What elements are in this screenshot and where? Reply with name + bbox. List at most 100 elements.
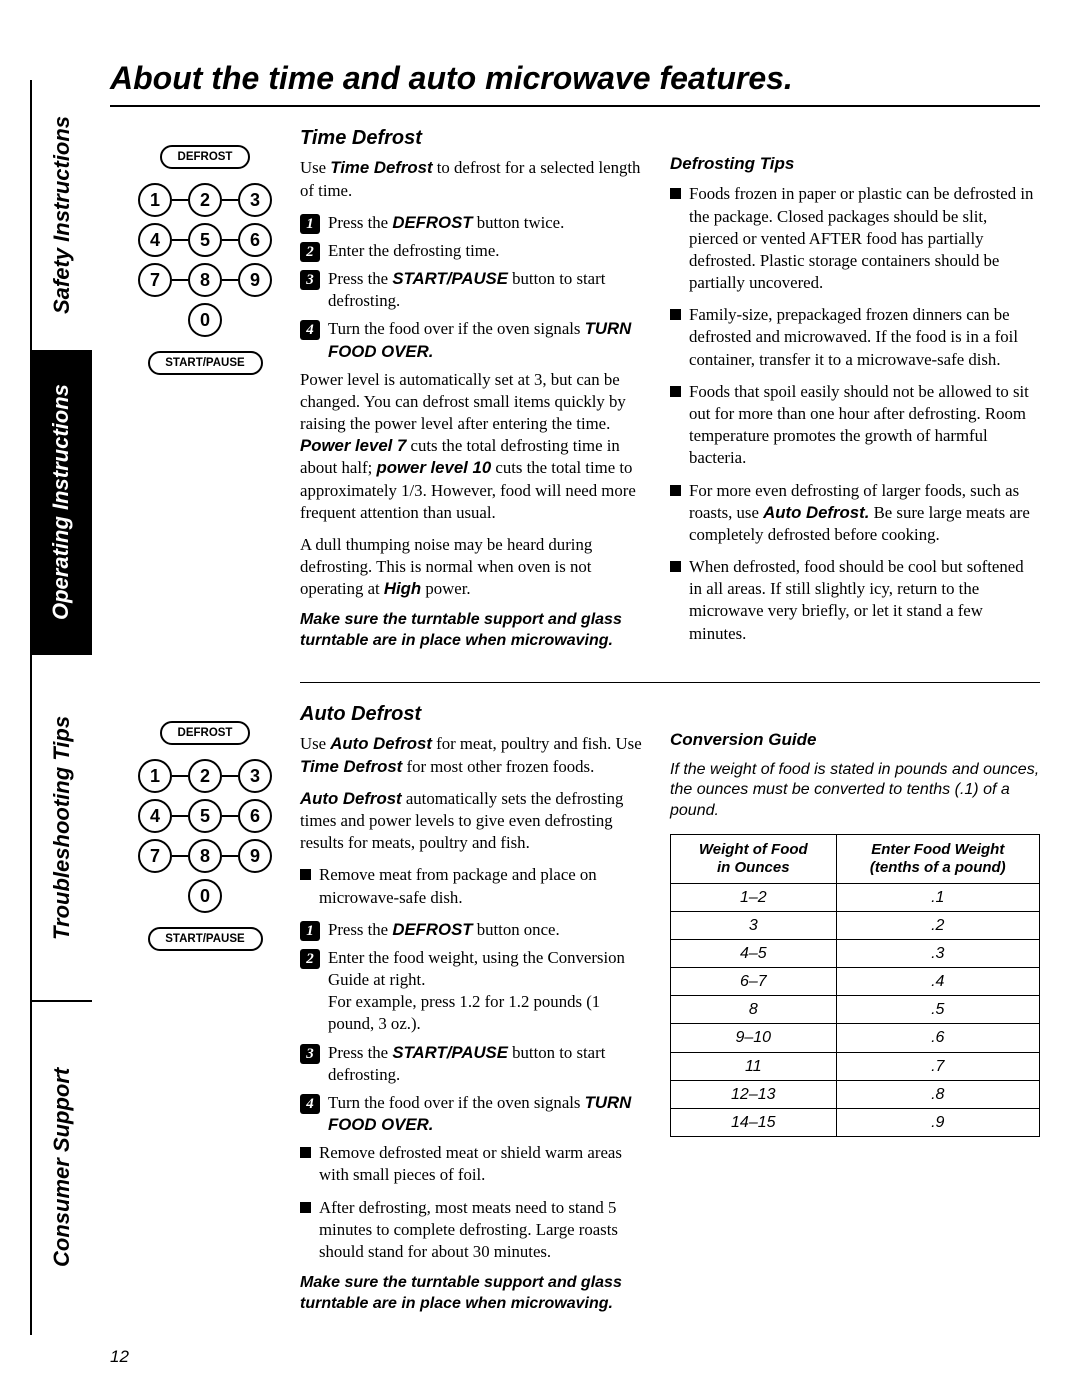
key-1: 1 [138,759,172,793]
bullet-icon [300,869,311,880]
key-4: 4 [138,799,172,833]
key-2: 2 [188,183,222,217]
step-num: 4 [300,320,320,340]
cell: 12–13 [671,1080,837,1108]
step-num: 4 [300,1094,320,1114]
step-num: 2 [300,242,320,262]
cell: 9–10 [671,1024,837,1052]
bullet-icon [670,485,681,496]
key-9: 9 [238,263,272,297]
step-bold: START/PAUSE [392,1043,508,1062]
keypad-defrost-btn: DEFROST [160,145,250,169]
bullet-icon [300,1202,311,1213]
step-text: Enter the food weight, using the Convers… [328,947,646,1036]
cell: .7 [836,1052,1039,1080]
keypad-auto: DEFROST 123 456 789 0 START/PAUSE [110,701,300,1325]
step-num: 1 [300,921,320,941]
step-bold: DEFROST [392,213,472,232]
conversion-table: Weight of Food in Ounces Enter Food Weig… [670,834,1040,1137]
tab-troubleshooting: Troubleshooting Tips [30,655,92,1000]
conversion-intro: If the weight of food is stated in pound… [670,760,1040,822]
tab-operating: Operating Instructions [30,350,92,655]
td-intro-a: Use [300,158,330,177]
td-note: Make sure the turntable support and glas… [300,610,646,652]
keypad-startpause-btn: START/PAUSE [148,927,263,951]
bullet-icon [300,1147,311,1158]
tip: Foods that spoil easily should not be al… [689,381,1040,470]
step-text: Press the [328,213,392,232]
bullet-icon [670,309,681,320]
step-num: 2 [300,949,320,969]
auto-defrost-heading: Auto Defrost [300,701,646,727]
cell: .6 [836,1024,1039,1052]
cell: .3 [836,940,1039,968]
col1-head: Weight of Food in Ounces [671,834,837,883]
para-b: High [384,579,421,598]
td-intro-b: Time Defrost [330,158,432,177]
keypad-time: DEFROST 123 456 789 0 START/PAUSE [110,125,300,662]
key-3: 3 [238,759,272,793]
tip: Family-size, prepackaged frozen dinners … [689,304,1040,371]
step-text: button once. [473,920,560,939]
step-text: Enter the defrosting time. [328,240,646,262]
bullet-icon [670,386,681,397]
key-2: 2 [188,759,222,793]
txt: Use [300,734,330,753]
step-text: Press the [328,920,392,939]
cell: .2 [836,912,1039,940]
step-bold: DEFROST [392,920,472,939]
key-9: 9 [238,839,272,873]
time-defrost-text: Time Defrost Use Time Defrost to defrost… [300,125,670,662]
cell: 6–7 [671,968,837,996]
conversion-guide-col: Conversion Guide If the weight of food i… [670,701,1040,1325]
cell: 8 [671,996,837,1024]
key-3: 3 [238,183,272,217]
keypad-startpause-btn: START/PAUSE [148,351,263,375]
cell: 14–15 [671,1108,837,1136]
key-8: 8 [188,839,222,873]
key-5: 5 [188,799,222,833]
tip: Foods frozen in paper or plastic can be … [689,183,1040,294]
bullet-icon [670,188,681,199]
key-4: 4 [138,223,172,257]
col2-head: Enter Food Weight (tenths of a pound) [836,834,1039,883]
ad-note: Make sure the turntable support and glas… [300,1273,646,1315]
cell: 3 [671,912,837,940]
tab-safety: Safety Instructions [30,80,92,350]
section-separator [300,682,1040,683]
key-0: 0 [188,879,222,913]
txt-b: Auto Defrost [330,734,432,753]
cell: .5 [836,996,1039,1024]
tip: When defrosted, food should be cool but … [689,556,1040,645]
page-body: About the time and auto microwave featur… [110,60,1040,1325]
para: Power level is automatically set at 3, b… [300,370,626,433]
cell: .4 [836,968,1039,996]
para-b: Power level 7 [300,436,406,455]
defrost-tips-col: Defrosting Tips Foods frozen in paper or… [670,125,1040,662]
post-bullet: After defrosting, most meats need to sta… [319,1197,646,1264]
txt-b: Auto Defrost [300,789,402,808]
txt-b: Time Defrost [300,757,402,776]
step-bold: START/PAUSE [392,269,508,288]
tips-heading: Defrosting Tips [670,153,1040,175]
key-6: 6 [238,799,272,833]
cell: 4–5 [671,940,837,968]
tip: For more even defrosting of larger foods… [689,480,1040,547]
tab-support: Consumer Support [30,1000,92,1335]
side-tabs: Safety Instructions Operating Instructio… [30,60,92,1300]
title-rule [110,105,1040,107]
step-text: Press the [328,1043,392,1062]
page-number: 12 [110,1347,129,1367]
key-7: 7 [138,839,172,873]
key-1: 1 [138,183,172,217]
bullet-icon [670,561,681,572]
time-defrost-heading: Time Defrost [300,125,646,151]
cell: 1–2 [671,883,837,911]
key-5: 5 [188,223,222,257]
key-8: 8 [188,263,222,297]
txt: for most other frozen foods. [402,757,594,776]
step-text: Press the [328,269,392,288]
step-num: 1 [300,214,320,234]
section-time-defrost: DEFROST 123 456 789 0 START/PAUSE Time D… [110,125,1040,662]
step-num: 3 [300,270,320,290]
